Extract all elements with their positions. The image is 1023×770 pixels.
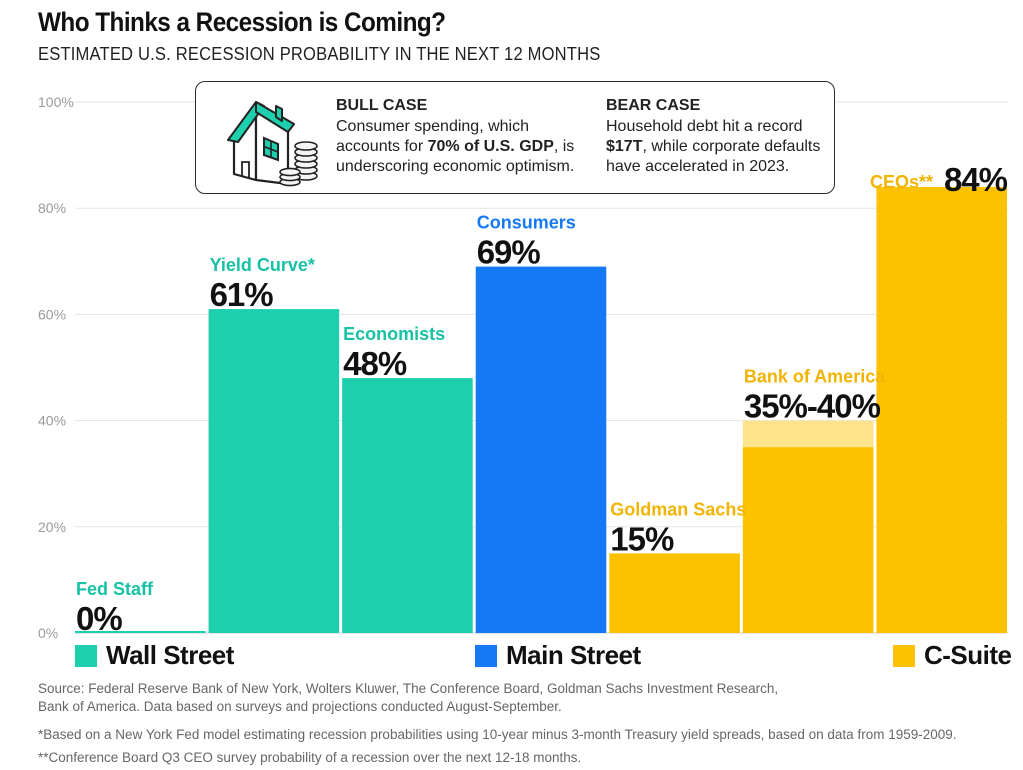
- bar-fed-staff: [75, 631, 206, 633]
- bear-case-text: Household debt hit a record $17T, while …: [606, 118, 821, 175]
- legend-swatch-c-suite: [893, 644, 915, 667]
- bull-bear-info-box: BULL CASE Consumer spending, which accou…: [195, 81, 835, 194]
- legend-label-wall-street: Wall Street: [106, 640, 234, 670]
- legend-label-c-suite: C-Suite: [924, 640, 1012, 670]
- source-note: Source: Federal Reserve Bank of New York…: [38, 681, 779, 714]
- bar-name-label: CEOs**: [870, 172, 933, 192]
- bar-name-label: Economists: [343, 324, 445, 344]
- bull-case: BULL CASE Consumer spending, which accou…: [336, 96, 586, 177]
- legend-swatch-wall-street: [75, 644, 97, 667]
- bars: [75, 186, 1007, 633]
- y-tick-label: 60%: [38, 306, 66, 322]
- bar-goldman-sachs: [609, 553, 740, 633]
- bar-consumers: [475, 266, 607, 633]
- house-with-coins-icon: [227, 101, 318, 187]
- footnotes: Source: Federal Reserve Bank of New York…: [38, 680, 998, 767]
- bar-name-label: Fed Staff: [76, 579, 154, 599]
- legend-swatch-main-street: [475, 644, 497, 667]
- bar-yield-curve: [208, 309, 340, 633]
- y-tick-label: 20%: [38, 519, 66, 535]
- bear-case-title: BEAR CASE: [606, 97, 701, 114]
- footnote-ceos: **Conference Board Q3 CEO survey probabi…: [38, 750, 582, 765]
- bar-value-label: 0%: [76, 600, 122, 637]
- bull-case-text: Consumer spending, which accounts for 70…: [336, 118, 575, 175]
- bar-labels: 0%Fed Staff 61%Yield Curve* 48%Economists 6…: [76, 161, 1009, 637]
- bar-name-label: Bank of America: [744, 367, 886, 387]
- y-tick-label: 40%: [38, 413, 66, 429]
- legend-main-street: Main Street: [475, 640, 641, 671]
- chart-subtitle: ESTIMATED U.S. RECESSION PROBABILITY IN …: [38, 44, 601, 64]
- bear-case: BEAR CASE Household debt hit a record $1…: [606, 96, 836, 177]
- y-tick-label: 100%: [38, 94, 74, 110]
- bar-range-bank-of-america: [742, 420, 874, 448]
- bar-name-label: Goldman Sachs: [610, 499, 746, 519]
- bar-value-label: 15%: [610, 520, 674, 557]
- bar-value-label: 69%: [477, 234, 541, 271]
- y-tick-label: 0%: [38, 625, 58, 640]
- legend-c-suite: C-Suite: [893, 640, 1012, 671]
- bull-case-title: BULL CASE: [336, 97, 428, 114]
- bar-value-label: 61%: [210, 276, 274, 313]
- bar-bank-of-america: [742, 447, 874, 633]
- legend-wall-street: Wall Street: [75, 640, 234, 671]
- bar-name-label: Yield Curve*: [210, 255, 315, 275]
- footnote-yield-curve: *Based on a New York Fed model estimatin…: [38, 727, 957, 742]
- bar-value-label: 48%: [343, 345, 407, 382]
- y-tick-label: 80%: [38, 200, 66, 216]
- bar-value-label: 35%-40%: [744, 388, 881, 425]
- bar-name-label: Consumers: [477, 213, 576, 233]
- bar-value-label: 84%: [944, 161, 1008, 198]
- bar-ceos: [876, 186, 1007, 633]
- chart-title: Who Thinks a Recession is Coming?: [38, 7, 446, 37]
- bar-economists: [342, 378, 473, 633]
- legend-label-main-street: Main Street: [506, 640, 641, 670]
